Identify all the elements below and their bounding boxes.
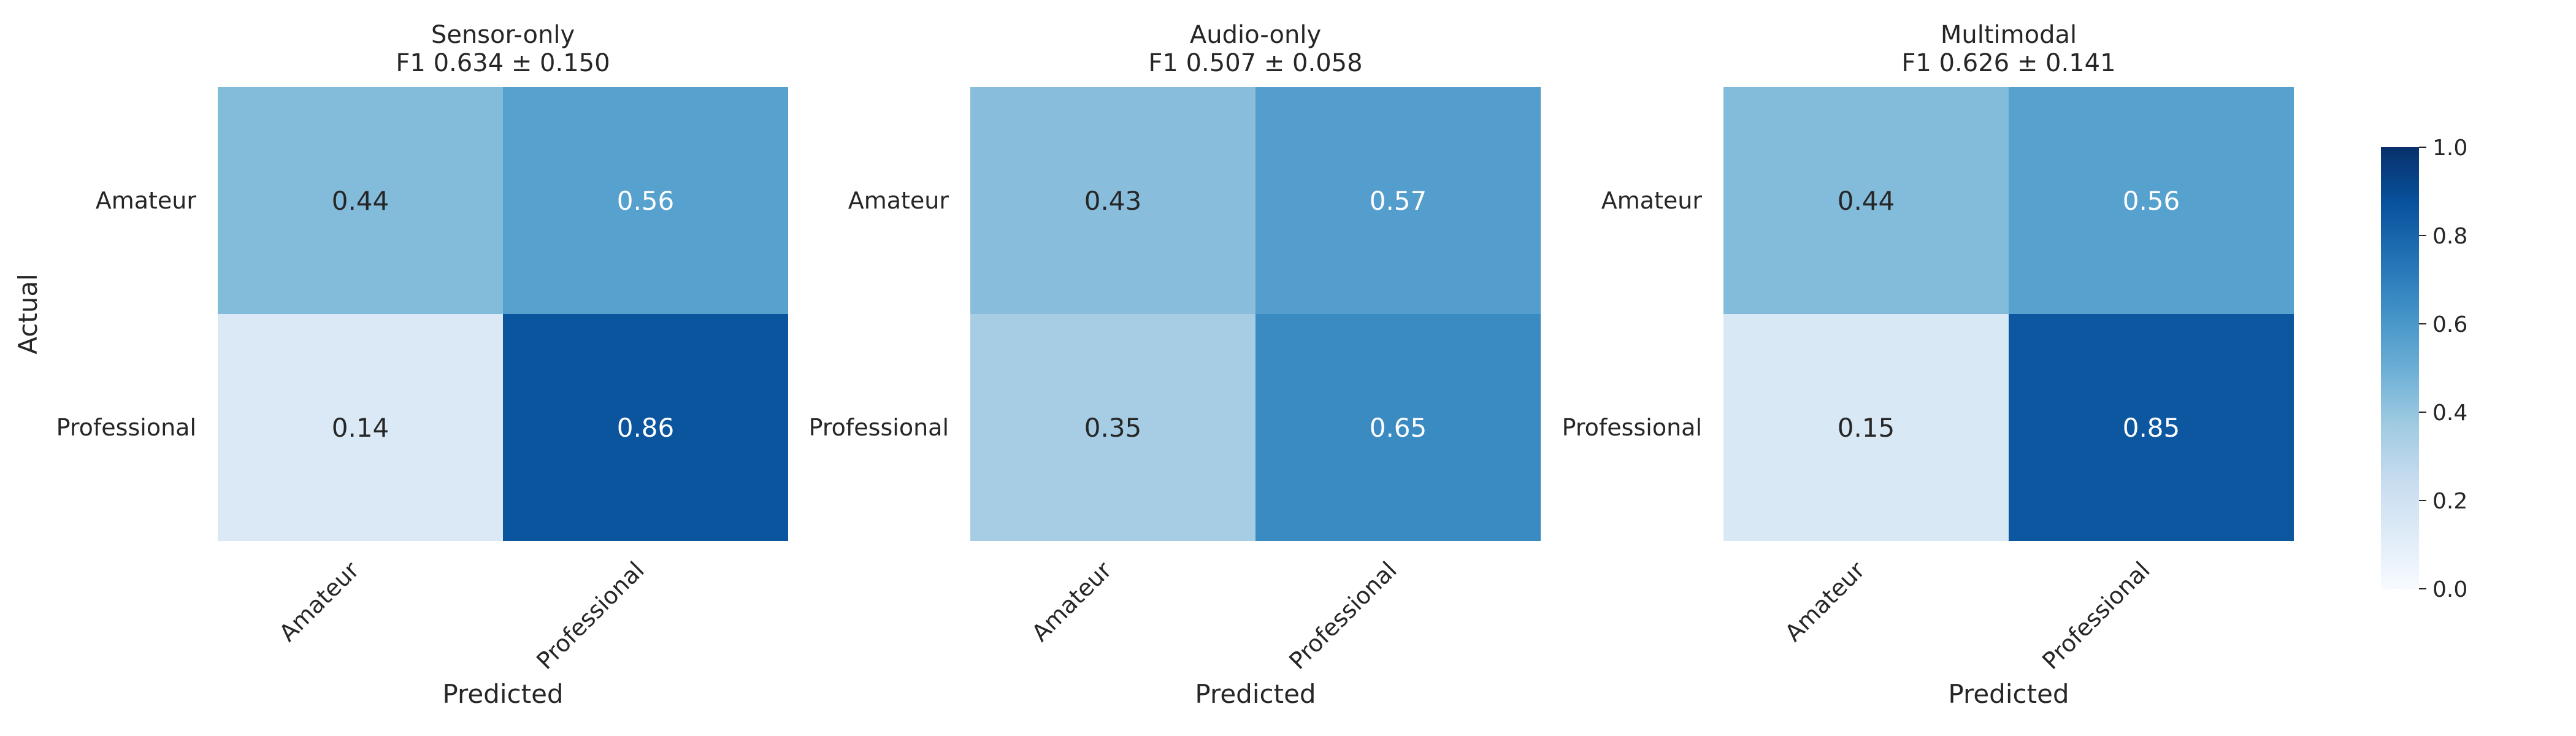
y-tick-label: Amateur (1601, 187, 1703, 214)
panel-title: Multimodal (1941, 21, 2077, 49)
y-tick-label: Professional (56, 414, 196, 441)
cell-value-label: 0.44 (332, 186, 389, 216)
cell-value-label: 0.85 (2123, 413, 2180, 443)
colorbar-tick-label: 0.4 (2432, 401, 2467, 426)
colorbar: 0.0 0.2 0.4 0.6 0.8 1.0 (2381, 136, 2467, 602)
y-tick-label: Professional (1562, 414, 1702, 441)
cell-value-label: 0.86 (617, 413, 675, 443)
heatmap-cell (970, 314, 1255, 541)
heatmap-cell (218, 314, 503, 541)
colorbar-gradient (2381, 147, 2419, 589)
colorbar-tick-label: 1.0 (2432, 136, 2467, 161)
cell-value-label: 0.15 (1838, 413, 1895, 443)
colorbar-tick-label: 0.6 (2432, 312, 2467, 337)
cell-value-label: 0.44 (1838, 186, 1895, 216)
x-tick-label: Amateur (1027, 556, 1117, 647)
heatmap-cell (1255, 87, 1541, 314)
x-tick-label: Professional (2037, 556, 2155, 675)
x-tick-label: Professional (531, 556, 650, 675)
x-tick-label: Amateur (1780, 556, 1871, 647)
colorbar-tick-label: 0.8 (2432, 224, 2467, 249)
cell-value-label: 0.57 (1370, 186, 1427, 216)
heatmap-cell (1723, 87, 2009, 314)
cell-value-label: 0.56 (2123, 186, 2180, 216)
cell-value-label: 0.35 (1084, 413, 1142, 443)
x-axis-label: Predicted (1195, 679, 1316, 709)
cell-value-label: 0.56 (617, 186, 675, 216)
heatmap-cell (1723, 314, 2009, 541)
heatmap-cell (2009, 87, 2294, 314)
heatmap-cell (1255, 314, 1541, 541)
y-tick-label: Amateur (96, 187, 197, 214)
colorbar-tick-label: 0.2 (2432, 489, 2467, 514)
x-axis-label: Predicted (442, 679, 563, 709)
x-tick-label: Professional (1284, 556, 1402, 675)
cell-value-label: 0.14 (332, 413, 389, 443)
heatmap-cell (970, 87, 1255, 314)
panel-subtitle: F1 0.626 ± 0.141 (1901, 49, 2115, 77)
y-axis-label: Actual (13, 274, 43, 355)
x-tick-label: Amateur (274, 556, 365, 647)
heatmap-cell (503, 87, 788, 314)
heatmap-cell (2009, 314, 2294, 541)
y-tick-label: Professional (809, 414, 949, 441)
colorbar-tick-label: 0.0 (2432, 577, 2467, 602)
cell-value-label: 0.65 (1370, 413, 1427, 443)
x-axis-label: Predicted (1948, 679, 2069, 709)
heatmap-cell (218, 87, 503, 314)
heatmap-cell (503, 314, 788, 541)
panel-subtitle: F1 0.507 ± 0.058 (1148, 49, 1362, 77)
panel-title: Audio-only (1190, 21, 1321, 49)
panel-title: Sensor-only (431, 21, 575, 49)
y-tick-label: Amateur (848, 187, 949, 214)
panel-subtitle: F1 0.634 ± 0.150 (396, 49, 610, 77)
cell-value-label: 0.43 (1084, 186, 1142, 216)
